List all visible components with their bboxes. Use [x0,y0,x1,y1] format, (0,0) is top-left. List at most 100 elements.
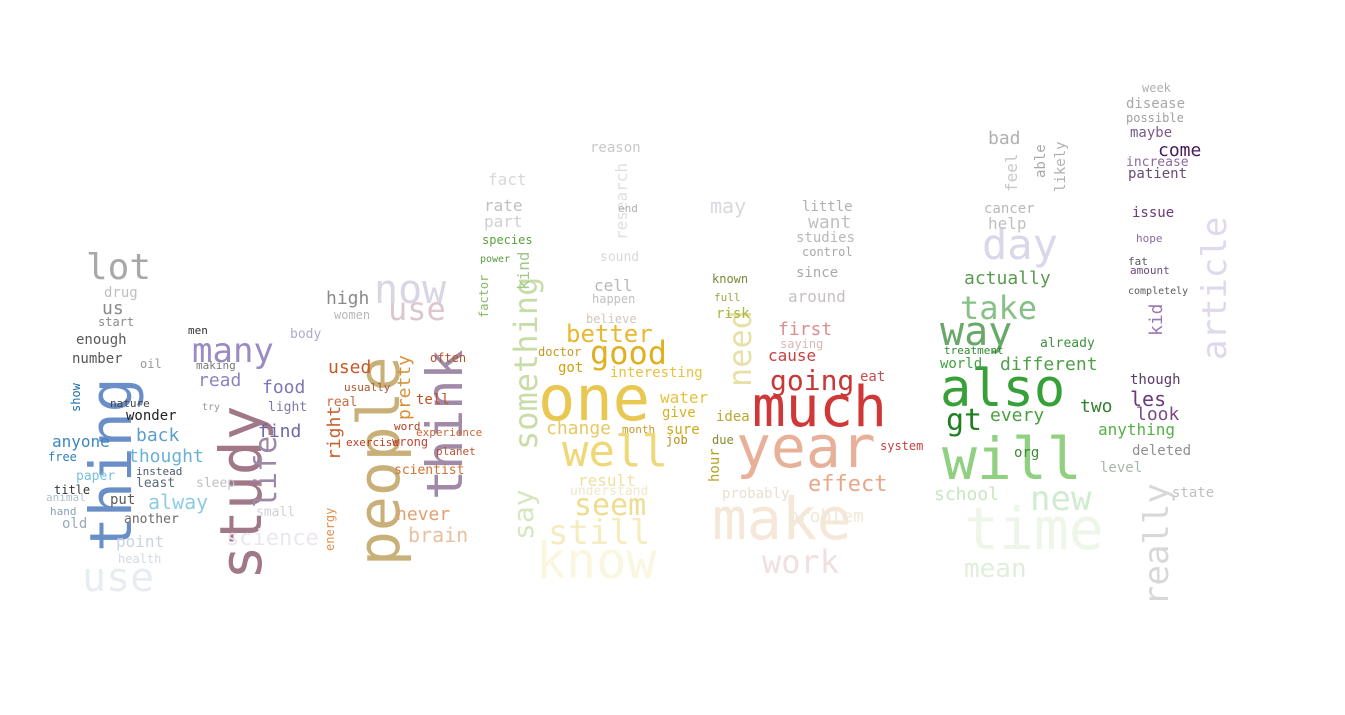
word-problem: problem [788,506,864,527]
word-factor: factor [477,274,491,318]
word-risk: risk [716,306,750,322]
word-sure: sure [666,422,700,438]
word-planet: planet [436,445,476,458]
word-free: free [48,450,77,464]
word-completely: completely [1128,286,1189,297]
word-little: little [802,199,853,215]
word-making: making [196,359,236,372]
word-come: come [1158,140,1202,161]
word-school: school [934,484,1000,505]
word-different: different [1000,354,1098,375]
word-light: light [268,400,308,415]
word-give: give [662,405,696,421]
word-idea: idea [716,409,750,425]
word-cancer: cancer [984,201,1035,217]
word-power: power [480,254,511,265]
word-may: may [710,194,747,218]
word-wrong: wrong [392,435,429,449]
word-women: women [334,308,371,322]
word-often: often [430,351,467,365]
word-patient: patient [1128,166,1188,182]
word-nature: nature [110,397,150,410]
word-right: right [324,405,345,460]
word-species: species [482,233,533,247]
word-end: end [618,202,638,215]
word-new: new [1030,479,1092,519]
word-since: since [796,265,839,281]
word-start: start [98,315,135,329]
word-exercise: exercise [346,436,399,449]
word-around: around [788,287,846,306]
word-rate: rate [484,196,523,215]
word-paper: paper [76,469,116,484]
word-likely: likely [1053,141,1069,192]
word-title: title [54,483,91,497]
word-first: first [778,319,833,340]
word-small: small [256,505,296,520]
word-full: full [714,291,741,304]
word-try: try [202,402,221,413]
word-health: health [118,552,162,566]
word-already: already [1040,336,1095,351]
word-anything: anything [1098,420,1176,439]
word-hope: hope [1136,232,1163,245]
word-energy: energy [323,507,337,551]
word-help: help [988,214,1027,233]
word-able: able [1033,144,1049,178]
word-say: say [507,489,540,540]
word-reason: reason [590,140,641,156]
word-going: going [770,364,855,397]
word-due: due [712,433,734,447]
word-body: body [290,327,322,342]
word-day: day [982,220,1058,269]
word-increase: increase [1126,155,1189,170]
word-put: put [110,492,136,508]
word-scientist: scientist [394,463,465,478]
word-studies: studies [796,230,856,246]
word-well: well [562,426,668,477]
word-understand: understand [570,484,649,499]
word-deleted: deleted [1132,443,1192,459]
word-state: state [1172,485,1215,501]
word-sound: sound [600,250,640,265]
word-way: way [940,309,1013,355]
word-every: every [990,405,1045,426]
word-disease: disease [1126,96,1186,112]
word-world: world [940,356,983,372]
word-drug: drug [104,285,138,301]
word-food: food [262,377,306,398]
word-real: real [326,395,358,410]
word-us: us [102,298,124,319]
word-enough: enough [76,332,127,348]
word-pretty: pretty [394,354,415,420]
word-probably: probably [722,486,790,502]
word-good: good [590,334,668,372]
word-lot: lot [86,247,152,288]
word-mean: mean [964,554,1027,584]
word-want: want [808,212,852,233]
word-men: men [188,324,208,337]
word-happen: happen [592,292,636,306]
word-alway: alway [148,490,209,514]
word-still: still [548,513,651,553]
word-back: back [136,425,180,446]
word-feel: feel [1002,153,1021,192]
word-science: science [226,526,319,551]
word-believe: believe [586,312,637,326]
word-work: work [762,543,840,581]
word-sleep: sleep [196,476,236,491]
word-hour: hour [707,448,723,482]
word-many: many [192,331,274,371]
word-eat: eat [860,369,886,385]
word-will: will [942,425,1082,493]
word-seem: seem [574,488,647,523]
word-use: use [388,290,446,328]
word-issue: issue [1132,205,1175,221]
word-two: two [1080,396,1113,417]
word-usually: usually [344,381,391,394]
word-though: though [1130,372,1181,388]
word-control: control [802,245,853,259]
word-week: week [1142,81,1171,95]
word-know: know [536,532,657,590]
